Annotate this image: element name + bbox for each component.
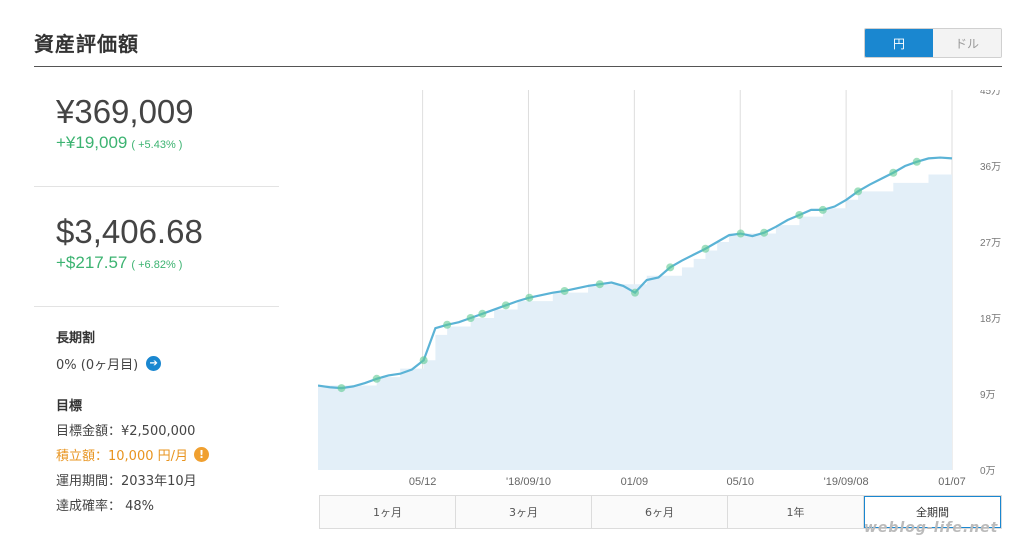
deposit-point: [595, 280, 604, 289]
x-tick-label: 05/12: [409, 476, 437, 488]
yen-amount: ¥369,009: [56, 93, 194, 130]
tab-3-months[interactable]: 3ヶ月: [456, 496, 592, 528]
usd-amount: $3,406.68: [56, 213, 203, 250]
y-tick-label: 0万: [980, 466, 996, 477]
deposit-point: [631, 288, 639, 297]
yen-summary: ¥369,009 +¥19,009( +5.43% ): [34, 67, 279, 187]
x-tick-label: 01/09: [621, 476, 649, 488]
asset-chart-svg: 05/12 '18/09/10 01/09 05/10 '19/09/08 01/07 0万…: [318, 90, 1001, 488]
yen-change-value: +¥19,009: [56, 133, 128, 152]
long-term-title: 長期割: [56, 331, 96, 346]
deposit-point: [760, 228, 769, 237]
deposit-point: [478, 309, 487, 318]
info-section: 長期割 0% (0ヶ月目) ➔ 目標 目標金額：¥2,500,000 積立額：1…: [34, 307, 279, 514]
usd-summary: $3,406.68 +$217.57( +6.82% ): [34, 187, 279, 307]
goal-monthly: 積立額：10,000 円/月: [56, 449, 188, 464]
dollar-toggle-button[interactable]: ドル: [933, 29, 1001, 57]
exclamation-icon[interactable]: !: [194, 447, 209, 462]
header-divider: [34, 66, 1002, 67]
deposit-point: [501, 301, 510, 310]
deposit-point: [419, 356, 428, 365]
goal-target-amount: 目標金額：¥2,500,000: [56, 424, 196, 439]
yen-change-pct: ( +5.43% ): [131, 139, 183, 151]
long-term-line: 0% (0ヶ月目) ➔: [56, 354, 279, 373]
currency-toggle: 円 ドル: [864, 28, 1002, 58]
asset-chart: 05/12 '18/09/10 01/09 05/10 '19/09/08 01/07 0万…: [318, 90, 1002, 490]
usd-change-pct: ( +6.82% ): [131, 259, 183, 271]
tab-1-year[interactable]: 1年: [728, 496, 864, 528]
x-tick-label: '18/09/10: [506, 476, 551, 488]
yen-change: +¥19,009( +5.43% ): [56, 133, 279, 153]
usd-change-value: +$217.57: [56, 253, 128, 272]
long-term-value: 0% (0ヶ月目): [56, 358, 139, 373]
tab-6-months[interactable]: 6ヶ月: [592, 496, 728, 528]
x-tick-label: '19/09/08: [824, 476, 869, 488]
deposit-point: [525, 293, 534, 302]
y-tick-label: 18万: [980, 314, 1001, 325]
summary-panel: ¥369,009 +¥19,009( +5.43% ) $3,406.68 +$…: [34, 67, 279, 514]
deposit-point: [701, 244, 710, 253]
deposit-point: [443, 320, 452, 329]
range-tabs: 1ヶ月 3ヶ月 6ヶ月 1年 全期間: [319, 495, 1002, 529]
goal-period: 運用期間：2033年10月: [56, 474, 197, 489]
deposit-point: [666, 263, 675, 272]
yen-toggle-button[interactable]: 円: [865, 29, 933, 57]
y-tick-label: 36万: [980, 162, 1001, 173]
tab-all-time[interactable]: 全期間: [864, 496, 1001, 528]
deposit-point: [372, 374, 381, 383]
deposit-point: [818, 205, 827, 214]
goal-probability: 達成確率： 48%: [56, 499, 155, 514]
deposit-point: [795, 210, 804, 219]
y-tick-label: 27万: [980, 238, 1001, 249]
deposit-point: [889, 168, 898, 177]
deposit-point: [560, 286, 569, 295]
y-tick-label: 45万: [980, 90, 1001, 97]
deposit-area: [318, 174, 952, 470]
y-tick-label: 9万: [980, 390, 996, 401]
tab-1-month[interactable]: 1ヶ月: [320, 496, 456, 528]
deposit-point: [337, 384, 346, 393]
deposit-point: [466, 314, 475, 322]
deposit-point: [736, 229, 745, 238]
deposit-point: [854, 187, 863, 196]
goal-monthly-line: 積立額：10,000 円/月 !: [56, 445, 279, 464]
x-tick-label: 01/07: [938, 476, 966, 488]
goal-title: 目標: [56, 399, 83, 414]
deposit-point: [912, 157, 921, 166]
arrow-right-circle-icon[interactable]: ➔: [146, 356, 162, 371]
watermark: weblog-life.net: [864, 520, 999, 536]
x-tick-label: 05/10: [726, 476, 754, 488]
usd-change: +$217.57( +6.82% ): [56, 253, 279, 273]
page-title: 資産評価額: [34, 32, 139, 56]
